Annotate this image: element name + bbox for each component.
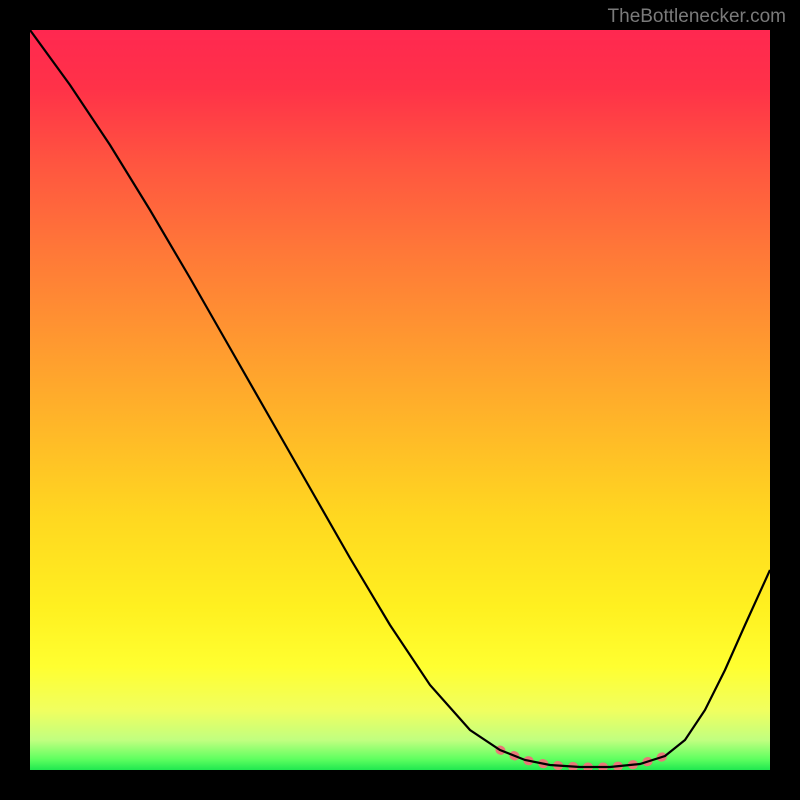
chart-area xyxy=(30,30,770,770)
curve-overlay xyxy=(30,30,770,770)
watermark-text: TheBottlenecker.com xyxy=(608,6,786,28)
main-curve xyxy=(30,30,770,767)
